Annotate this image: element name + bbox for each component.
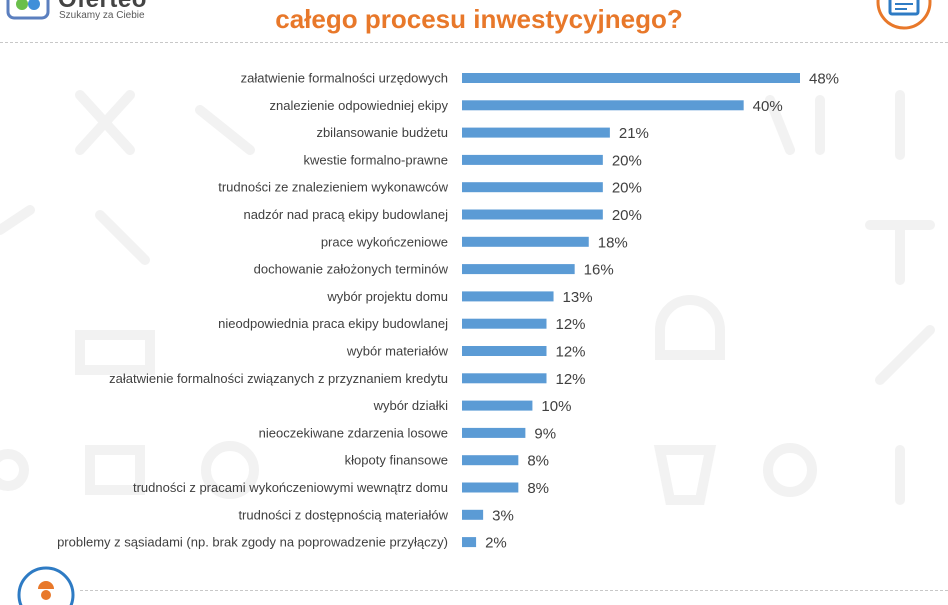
brand-name: Oferteo bbox=[58, 0, 147, 14]
category-label: załatwienie formalności urzędowych bbox=[241, 71, 448, 86]
value-label: 13% bbox=[563, 289, 593, 306]
bottom-divider bbox=[80, 590, 948, 591]
category-label: nadzór nad pracą ekipy budowlanej bbox=[243, 207, 448, 222]
category-label: załatwienie formalności związanych z prz… bbox=[109, 371, 448, 386]
value-label: 40% bbox=[753, 98, 783, 115]
value-label: 21% bbox=[619, 125, 649, 142]
bar bbox=[462, 264, 575, 275]
bar bbox=[462, 509, 484, 520]
bar bbox=[462, 209, 603, 220]
value-label: 12% bbox=[556, 371, 586, 388]
category-label: dochowanie założonych terminów bbox=[254, 262, 449, 277]
category-label: trudności z dostępnością materiałów bbox=[238, 507, 448, 522]
bar bbox=[462, 537, 477, 548]
category-label: wybór działki bbox=[373, 398, 449, 413]
category-label: kłopoty finansowe bbox=[345, 453, 448, 468]
document-icon bbox=[876, 0, 932, 30]
bar bbox=[462, 100, 744, 111]
title-divider bbox=[0, 42, 948, 43]
value-label: 8% bbox=[527, 453, 549, 470]
bar bbox=[462, 318, 547, 329]
category-label: znalezienie odpowiedniej ekipy bbox=[269, 98, 448, 113]
bar-chart: załatwienie formalności urzędowych 48% zna… bbox=[57, 71, 839, 552]
bar bbox=[462, 346, 547, 356]
category-label: zbilansowanie budżetu bbox=[316, 125, 448, 140]
category-label: kwestie formalno-prawne bbox=[303, 152, 448, 167]
bar bbox=[462, 373, 547, 384]
category-label: problemy z sąsiadami (np. brak zgody na … bbox=[57, 535, 448, 550]
value-label: 2% bbox=[485, 535, 507, 552]
value-label: 10% bbox=[541, 398, 571, 415]
category-label: trudności z pracami wykończeniowymi wewn… bbox=[133, 480, 448, 495]
category-label: nieoczekiwane zdarzenia losowe bbox=[259, 425, 448, 440]
bar bbox=[462, 73, 800, 83]
brand-tagline: Szukamy za Ciebie bbox=[59, 10, 145, 21]
bar bbox=[462, 127, 610, 138]
category-label: wybór materiałów bbox=[346, 344, 449, 359]
value-label: 18% bbox=[598, 234, 628, 251]
value-label: 3% bbox=[492, 507, 514, 524]
value-label: 9% bbox=[534, 425, 556, 442]
bar bbox=[462, 400, 533, 411]
worker-icon bbox=[17, 566, 75, 605]
bar bbox=[462, 427, 526, 438]
category-label: wybór projektu domu bbox=[326, 289, 448, 304]
value-label: 20% bbox=[612, 152, 642, 169]
bar bbox=[462, 482, 519, 493]
bar bbox=[462, 182, 603, 193]
value-label: 12% bbox=[556, 316, 586, 333]
chart-title: całego procesu inwestycyjnego? bbox=[275, 4, 683, 34]
value-label: 20% bbox=[612, 180, 642, 197]
category-label: nieodpowiednia praca ekipy budowlanej bbox=[218, 316, 448, 331]
bar bbox=[462, 154, 603, 165]
category-label: prace wykończeniowe bbox=[321, 234, 448, 249]
bar bbox=[462, 291, 554, 302]
value-label: 8% bbox=[527, 480, 549, 497]
logo-icon bbox=[6, 0, 50, 20]
category-label: trudności ze znalezieniem wykonawców bbox=[218, 180, 448, 195]
value-label: 16% bbox=[584, 262, 614, 279]
bar bbox=[462, 455, 519, 466]
value-label: 12% bbox=[556, 344, 586, 361]
value-label: 48% bbox=[809, 71, 839, 88]
bar bbox=[462, 236, 589, 247]
value-label: 20% bbox=[612, 207, 642, 224]
